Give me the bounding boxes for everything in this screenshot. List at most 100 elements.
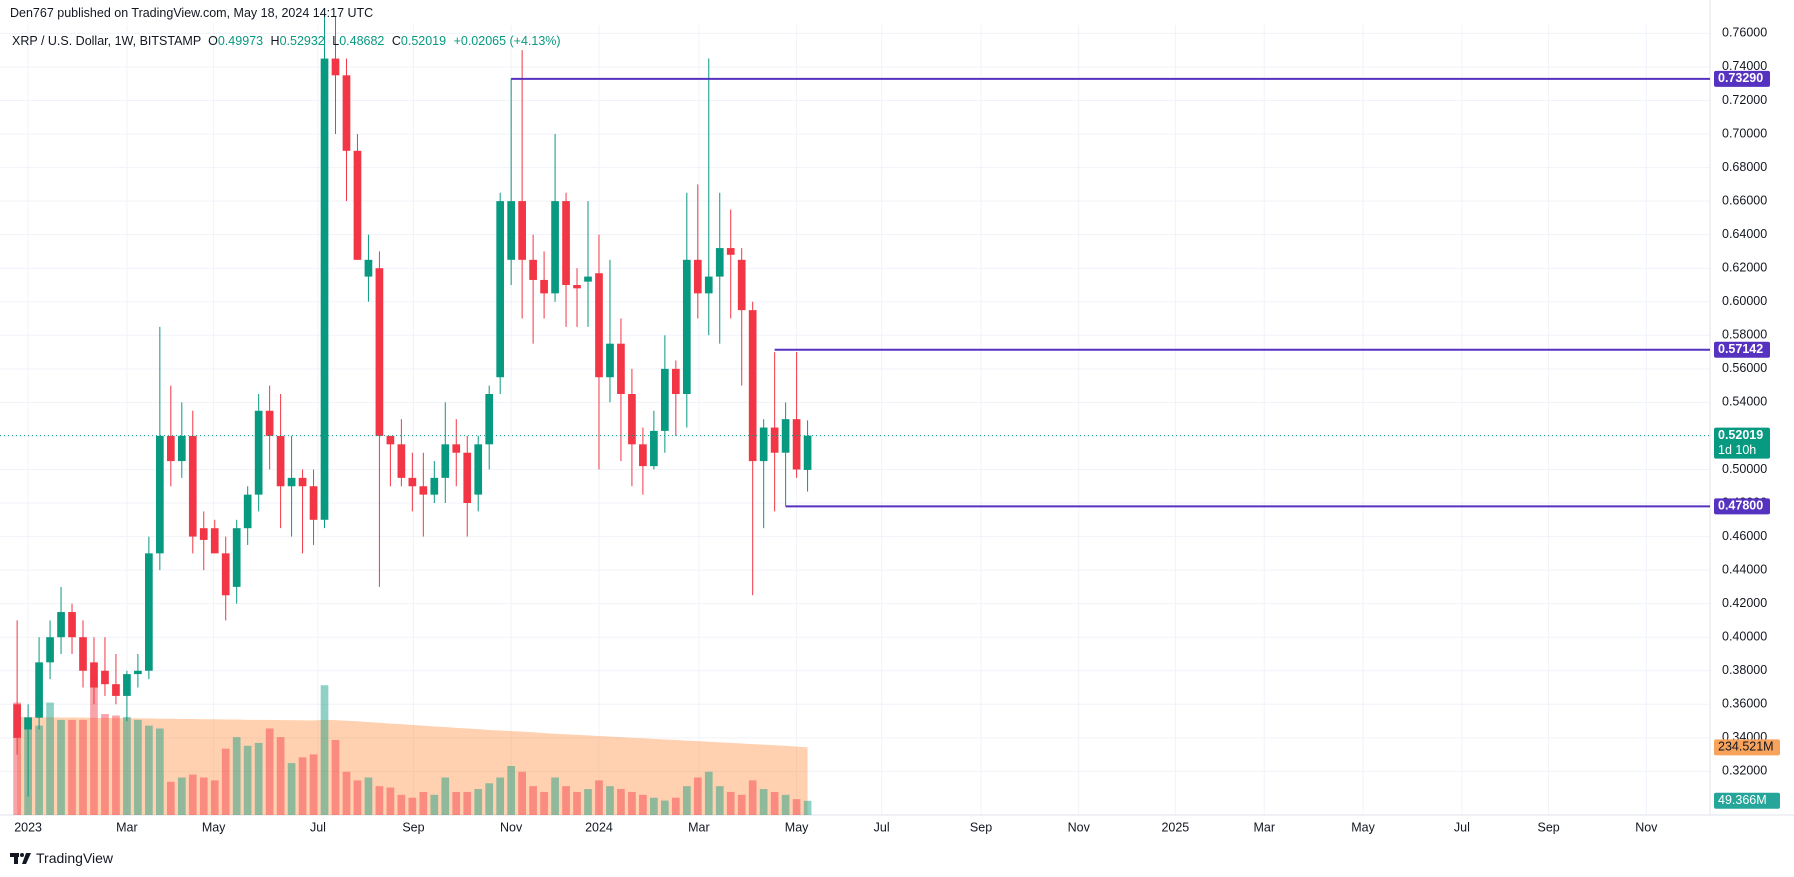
volume-bar	[145, 725, 153, 815]
candle-body	[430, 477, 439, 495]
volume-bar	[518, 771, 526, 815]
candle-body	[210, 528, 219, 554]
candle-body	[419, 486, 428, 495]
volume-bar	[617, 789, 625, 815]
x-tick-label: May	[785, 820, 809, 834]
candle-body	[287, 477, 296, 487]
volume-bar	[529, 786, 537, 815]
x-tick-label: Jul	[1454, 820, 1470, 834]
volume-bar	[540, 791, 548, 815]
volume-bar	[13, 702, 21, 815]
level-label-box	[1714, 70, 1770, 87]
volume-bar	[441, 777, 450, 815]
volume-bar	[46, 702, 54, 815]
candle-body	[79, 637, 87, 671]
brand: TradingView	[36, 850, 114, 866]
x-tick-label: Sep	[970, 820, 992, 834]
legend-key: H	[270, 34, 280, 48]
volume-bar	[770, 791, 779, 815]
volume-bar	[134, 719, 142, 815]
y-tick-label: 0.74000	[1722, 59, 1767, 73]
candle-body	[507, 201, 515, 260]
volume-bar	[221, 748, 230, 815]
logo	[10, 853, 31, 864]
x-tick-label: Mar	[116, 820, 138, 834]
volume-bar	[639, 794, 647, 815]
volume-bar	[364, 777, 373, 815]
volume-bar	[419, 791, 428, 815]
candle-body	[408, 477, 417, 487]
candle-body	[671, 368, 680, 395]
candle-body	[617, 343, 625, 395]
legend-close: 0.52019	[400, 34, 447, 48]
x-tick-label: 2023	[14, 820, 42, 834]
candle-body	[320, 58, 329, 520]
candle-body	[134, 670, 142, 675]
y-tick-label: 0.70000	[1722, 126, 1767, 140]
volume-bar	[188, 774, 197, 815]
volume-bar	[792, 799, 801, 815]
legend-key: C	[391, 34, 401, 48]
candle-body	[309, 486, 318, 520]
volume-bar	[298, 757, 307, 815]
candle-body	[35, 662, 43, 718]
volume-bar	[737, 794, 746, 815]
candle-body	[57, 612, 65, 638]
y-tick-label: 0.44000	[1722, 562, 1767, 576]
legend-change: +0.02065 (+4.13%)	[453, 34, 561, 48]
volume-bar	[90, 677, 98, 815]
candle-body	[199, 528, 208, 540]
volume-bar	[650, 797, 658, 815]
candle-body	[13, 704, 21, 738]
y-tick-label: 0.36000	[1722, 697, 1767, 711]
volume-bar	[430, 794, 439, 815]
volume-bar	[562, 786, 570, 815]
legend-low: 0.48682	[339, 34, 385, 48]
candle-body	[584, 276, 592, 282]
candle-body	[145, 553, 153, 671]
x-tick-label: Mar	[1254, 820, 1276, 834]
y-tick-label: 0.76000	[1722, 26, 1767, 40]
y-tick-label: 0.64000	[1722, 227, 1767, 241]
volume-bar	[715, 786, 724, 815]
x-tick-label: Nov	[1068, 820, 1091, 834]
candle-body	[331, 58, 340, 76]
publish-header: Den767 published on TradingView.com, May…	[10, 6, 374, 20]
legend-key: L	[332, 34, 340, 48]
volume-bar	[79, 719, 87, 815]
price-label-box	[1714, 427, 1770, 459]
x-tick-label: 2024	[585, 820, 613, 834]
volume-bar	[331, 740, 340, 815]
candle-body	[518, 201, 526, 260]
candle-body	[803, 435, 812, 470]
candle-body	[573, 284, 581, 289]
candle-body	[540, 279, 548, 294]
legend-key: O	[208, 34, 218, 48]
volume-bar	[628, 791, 636, 815]
volume-bar	[496, 777, 505, 815]
countdown: 1d 10h	[1718, 443, 1756, 457]
volume-bar	[123, 716, 131, 815]
level-label-box	[1714, 498, 1770, 515]
y-tick-label: 0.38000	[1722, 663, 1767, 677]
candle-body	[254, 410, 263, 495]
volume-label-box	[1714, 792, 1780, 809]
volume-ma-area	[17, 716, 808, 815]
volume-bar	[254, 742, 263, 815]
volume-bar	[693, 777, 702, 815]
volume-bar	[584, 789, 592, 815]
candle-body	[101, 670, 109, 685]
volume-bar	[112, 715, 120, 815]
volume-ma-label-box	[1714, 739, 1780, 756]
volume-bar	[232, 737, 241, 815]
volume-bar	[68, 719, 76, 815]
x-tick-label: Sep	[402, 820, 424, 834]
candle-body	[639, 444, 647, 467]
volume-bar	[199, 777, 208, 815]
y-tick-label: 0.68000	[1722, 160, 1767, 174]
candle-body	[759, 427, 768, 462]
volume-bar	[276, 737, 285, 815]
x-tick-label: Sep	[1537, 820, 1559, 834]
candle-body	[693, 259, 702, 294]
